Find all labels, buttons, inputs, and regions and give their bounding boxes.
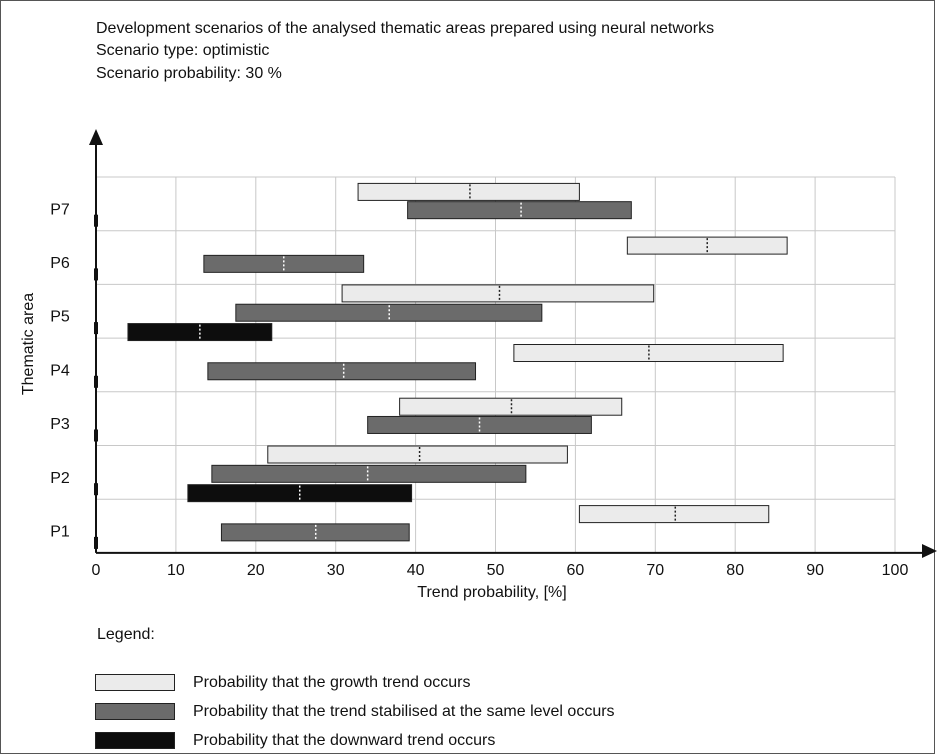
chart-title: Development scenarios of the analysed th… bbox=[96, 20, 715, 37]
x-tick-label: 40 bbox=[407, 562, 425, 579]
y-axis-tick bbox=[94, 268, 98, 281]
bar-p6-series-0 bbox=[626, 236, 788, 255]
legend-title: Legend: bbox=[97, 626, 155, 643]
x-tick-label: 60 bbox=[567, 562, 585, 579]
x-tick-label: 10 bbox=[167, 562, 185, 579]
bar-p7-series-0 bbox=[357, 182, 580, 201]
category-label: P4 bbox=[50, 362, 70, 379]
bar-p3-series-0 bbox=[399, 397, 623, 416]
legend-swatch-growth bbox=[95, 674, 175, 691]
bar-p2-series-1 bbox=[211, 464, 527, 483]
legend-label-stable: Probability that the trend stabilised at… bbox=[193, 703, 615, 720]
bar-p5-series-0 bbox=[341, 284, 655, 303]
y-axis-tick bbox=[94, 536, 98, 549]
x-tick-label: 70 bbox=[646, 562, 664, 579]
bar-p7-series-1 bbox=[407, 201, 632, 220]
bar-p3-series-1 bbox=[367, 415, 592, 434]
x-tick-label: 90 bbox=[806, 562, 824, 579]
bar-p5-series-2 bbox=[127, 323, 273, 342]
legend-swatch-stable bbox=[95, 703, 175, 720]
scenario-type: Scenario type: optimistic bbox=[96, 42, 270, 59]
category-label: P6 bbox=[50, 255, 70, 272]
bar-p2-series-2 bbox=[187, 484, 413, 503]
y-axis-tick bbox=[94, 375, 98, 388]
scenario-probability: Scenario probability: 30 % bbox=[96, 65, 282, 82]
y-axis-tick bbox=[94, 429, 98, 442]
y-axis-tick bbox=[94, 322, 98, 335]
bar-p2-series-0 bbox=[267, 445, 568, 464]
x-tick-label: 30 bbox=[327, 562, 345, 579]
y-axis-tick bbox=[94, 214, 98, 227]
legend-label-downward: Probability that the downward trend occu… bbox=[193, 732, 496, 749]
category-label: P3 bbox=[50, 416, 70, 433]
y-axis-title: Thematic area bbox=[20, 293, 37, 395]
legend-label-growth: Probability that the growth trend occurs bbox=[193, 674, 471, 691]
bar-p1-series-0 bbox=[578, 505, 770, 524]
bar-p6-series-1 bbox=[203, 254, 365, 273]
category-label: P7 bbox=[50, 201, 70, 218]
category-label: P5 bbox=[50, 309, 70, 326]
chart-area: 0 10 20 30 40 50 60 70 80 90 100 P1 P2 P3 P4 P5 P6 P7 Tren… bbox=[20, 129, 937, 601]
x-axis-arrow-icon bbox=[922, 544, 937, 558]
bar-p5-series-1 bbox=[235, 303, 543, 322]
legend-swatch-downward bbox=[95, 732, 175, 749]
x-tick-label: 20 bbox=[247, 562, 265, 579]
y-axis-arrow-icon bbox=[89, 129, 103, 145]
x-axis-title: Trend probability, [%] bbox=[417, 584, 566, 601]
category-label: P2 bbox=[50, 470, 70, 487]
x-tick-label: 0 bbox=[92, 562, 101, 579]
bar-p4-series-1 bbox=[207, 362, 477, 381]
y-axis-tick bbox=[94, 483, 98, 496]
bar-p1-series-1 bbox=[220, 523, 410, 542]
x-tick-label: 50 bbox=[487, 562, 505, 579]
category-label: P1 bbox=[50, 523, 70, 540]
x-tick-label: 80 bbox=[726, 562, 744, 579]
x-tick-label: 100 bbox=[882, 562, 909, 579]
bar-p4-series-0 bbox=[513, 344, 784, 363]
